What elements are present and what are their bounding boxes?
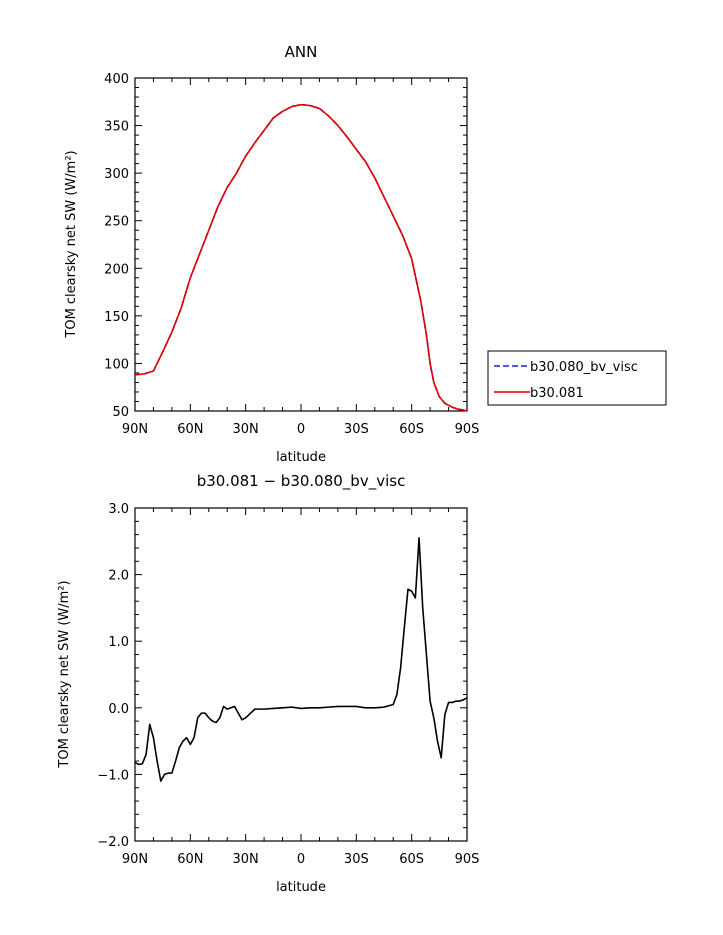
top-x-tick-label: 60N [177, 422, 203, 437]
top-y-axis-label: TOM clearsky net SW (W/m²) [64, 150, 79, 338]
legend-label-b30-080: b30.080_bv_visc [530, 360, 638, 375]
bottom-y-tick-label: −2.0 [97, 835, 129, 850]
bottom-x-tick-label: 60N [177, 852, 203, 867]
top-axes-ticks: 90N 60N 30N 0 30S 60S 90S 50 100 150 200 250 300 350 4… [104, 72, 479, 437]
top-y-tick-label: 100 [104, 357, 129, 372]
top-series-line-0 [134, 103, 468, 412]
legend: b30.080_bv_visc b30.081 [487, 350, 667, 406]
top-y-tick-label: 200 [104, 262, 129, 277]
top-y-tick-label: 150 [104, 310, 129, 325]
top-x-axis-label: latitude [276, 450, 326, 465]
bottom-x-tick-label: 0 [297, 852, 305, 867]
bottom-y-tick-label: 0.0 [108, 702, 129, 717]
top-y-tick-label: 350 [104, 120, 129, 135]
bottom-y-tick-label: 1.0 [108, 635, 129, 650]
bottom-x-tick-label: 60S [399, 852, 424, 867]
top-series-lines [134, 103, 468, 412]
top-x-tick-label: 90N [122, 422, 148, 437]
bottom-y-tick-label: 3.0 [108, 502, 129, 517]
bottom-series-line-0 [134, 537, 468, 782]
bottom-x-axis-label: latitude [276, 880, 326, 895]
bottom-y-axis-label: TOM clearsky net SW (W/m²) [57, 580, 72, 768]
bottom-panel: b30.081 − b30.080_bv_visc 90N 60N 30N 0 30S 6… [57, 472, 479, 895]
legend-label-b30-081: b30.081 [530, 386, 584, 401]
bottom-y-tick-label: −1.0 [97, 768, 129, 783]
top-panel: ANN 90N 60N 30N 0 30S 60S 90S 50 100 150 200 250 300… [64, 43, 667, 465]
bottom-y-tick-label: 2.0 [108, 569, 129, 584]
legend-box [487, 350, 667, 406]
top-x-tick-label: 30S [344, 422, 369, 437]
bottom-x-tick-label: 90N [122, 852, 148, 867]
top-panel-title: ANN [285, 43, 318, 61]
top-plot-frame [134, 77, 468, 412]
bottom-axes-ticks: 90N 60N 30N 0 30S 60S 90S −2.0 −1.0 0.0 1.0 2.0 3.0 [97, 502, 479, 867]
top-y-tick-label: 300 [104, 167, 129, 182]
top-y-tick-label: 50 [112, 405, 129, 420]
bottom-x-tick-label: 30S [344, 852, 369, 867]
bottom-series-lines [134, 537, 468, 782]
bottom-x-tick-label: 30N [233, 852, 259, 867]
top-series-line-1 [134, 103, 468, 412]
top-x-tick-label: 90S [455, 422, 480, 437]
top-y-tick-label: 250 [104, 215, 129, 230]
top-y-tick-label: 400 [104, 72, 129, 87]
top-x-tick-label: 0 [297, 422, 305, 437]
top-x-tick-label: 30N [233, 422, 259, 437]
bottom-x-tick-label: 90S [455, 852, 480, 867]
bottom-panel-title: b30.081 − b30.080_bv_visc [197, 472, 406, 491]
top-x-tick-label: 60S [399, 422, 424, 437]
